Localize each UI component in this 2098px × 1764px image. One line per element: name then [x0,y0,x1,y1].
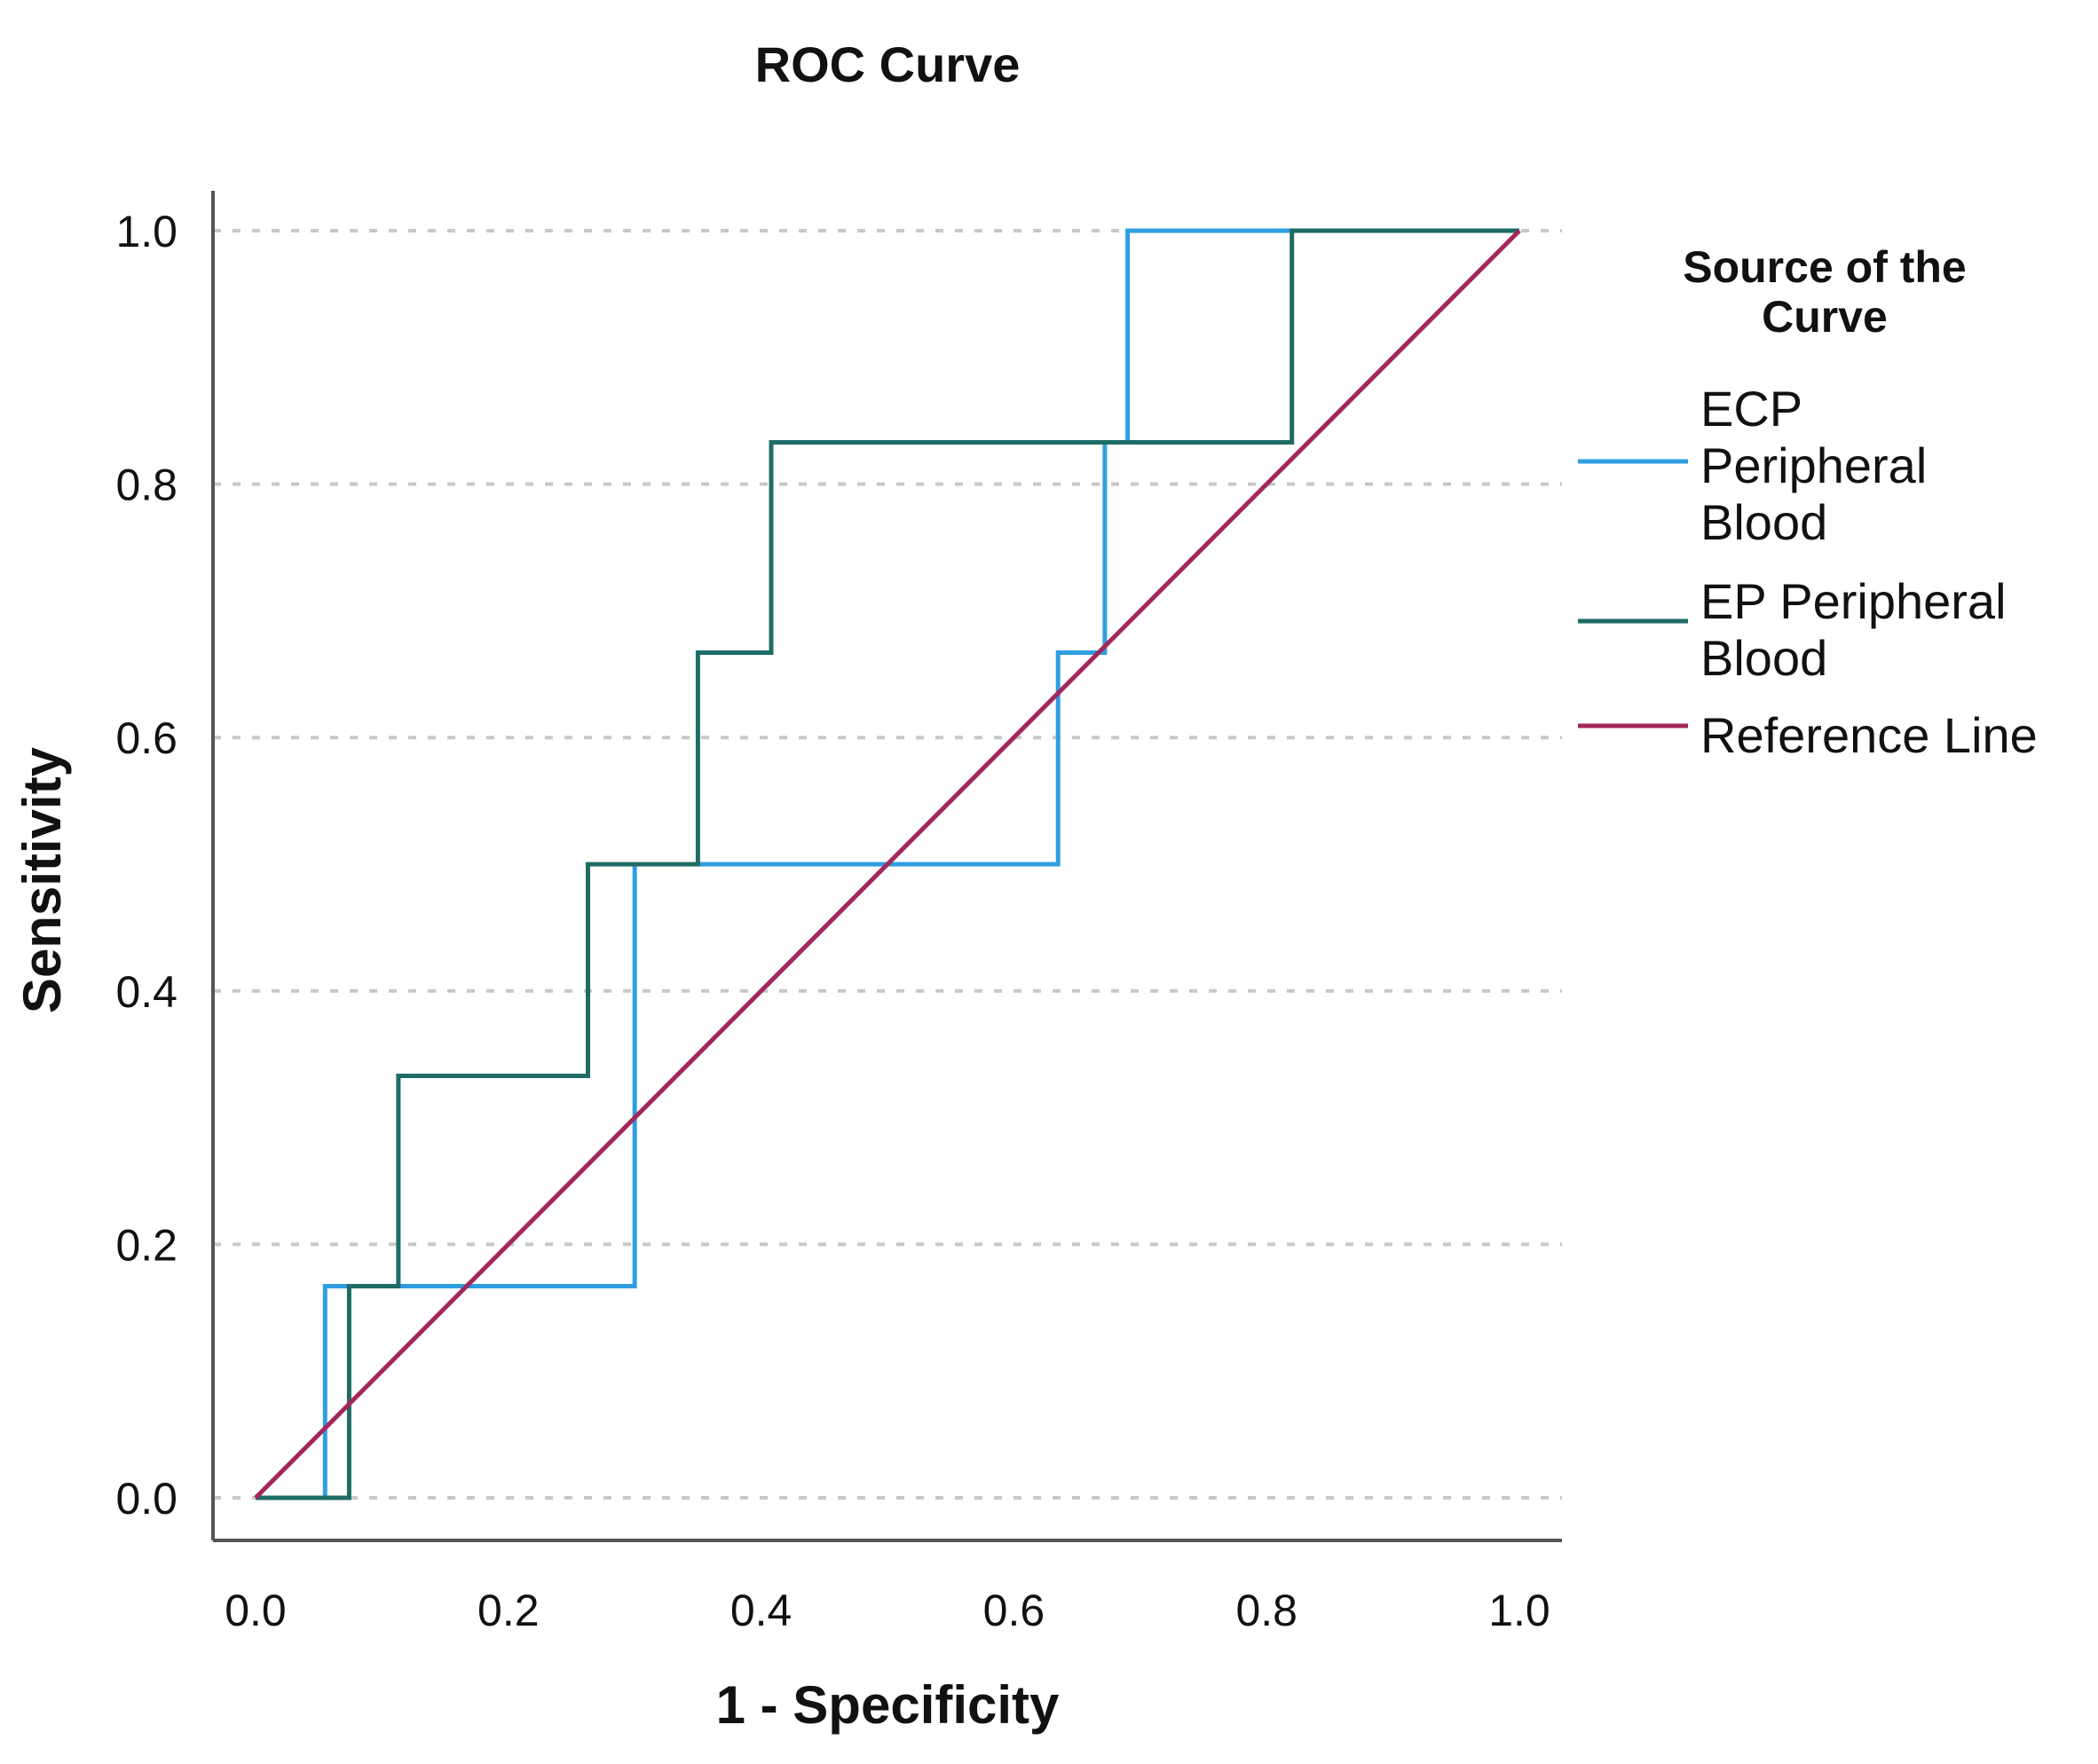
series-layer [254,228,1521,1500]
y-tick-label-0.2: 0.2 [115,1220,177,1270]
series-line-ecp-peripheral-blood [256,228,1519,1500]
label-layer: 0.0 0.2 0.4 0.6 0.8 1.0 0.0 0.2 0.4 0.6 0.8 1.0 ROC … [12,36,1550,1735]
x-tick-label-0.0: 0.0 [225,1586,287,1635]
series-line-ep-peripheral-blood [256,228,1519,1500]
chart-title: ROC Curve [755,36,1021,92]
y-tick-label-0.6: 0.6 [115,713,177,763]
x-tick-label-0.6: 0.6 [983,1586,1045,1635]
legend-label-3-line-1: Reference Line [1700,707,2038,763]
legend-label-1-line-1: ECP [1700,381,1802,437]
x-tick-label-0.8: 0.8 [1235,1586,1297,1635]
y-axis-title: Sensitivity [12,746,72,1013]
y-tick-label-0.4: 0.4 [115,967,177,1017]
legend-label-2-line-2: Blood [1700,630,1827,686]
legend-title-line-1: Source of the [1683,242,1966,292]
series-line-reference-line [254,229,1521,1500]
legend-label-1-line-2: Peripheral [1700,437,1927,493]
legend-label-1-line-3: Blood [1700,494,1827,550]
y-tick-label-1.0: 1.0 [115,207,177,256]
y-tick-label-0.0: 0.0 [115,1474,177,1524]
legend-label-2-line-1: EP Peripheral [1700,573,2007,629]
x-tick-label-0.4: 0.4 [730,1586,793,1635]
x-tick-label-1.0: 1.0 [1488,1586,1550,1635]
x-tick-label-0.2: 0.2 [477,1586,540,1635]
x-axis-title: 1 - Specificity [716,1675,1060,1735]
axis-layer [211,191,1562,1542]
legend-title-line-2: Curve [1762,292,1888,342]
y-tick-label-0.8: 0.8 [115,461,177,510]
